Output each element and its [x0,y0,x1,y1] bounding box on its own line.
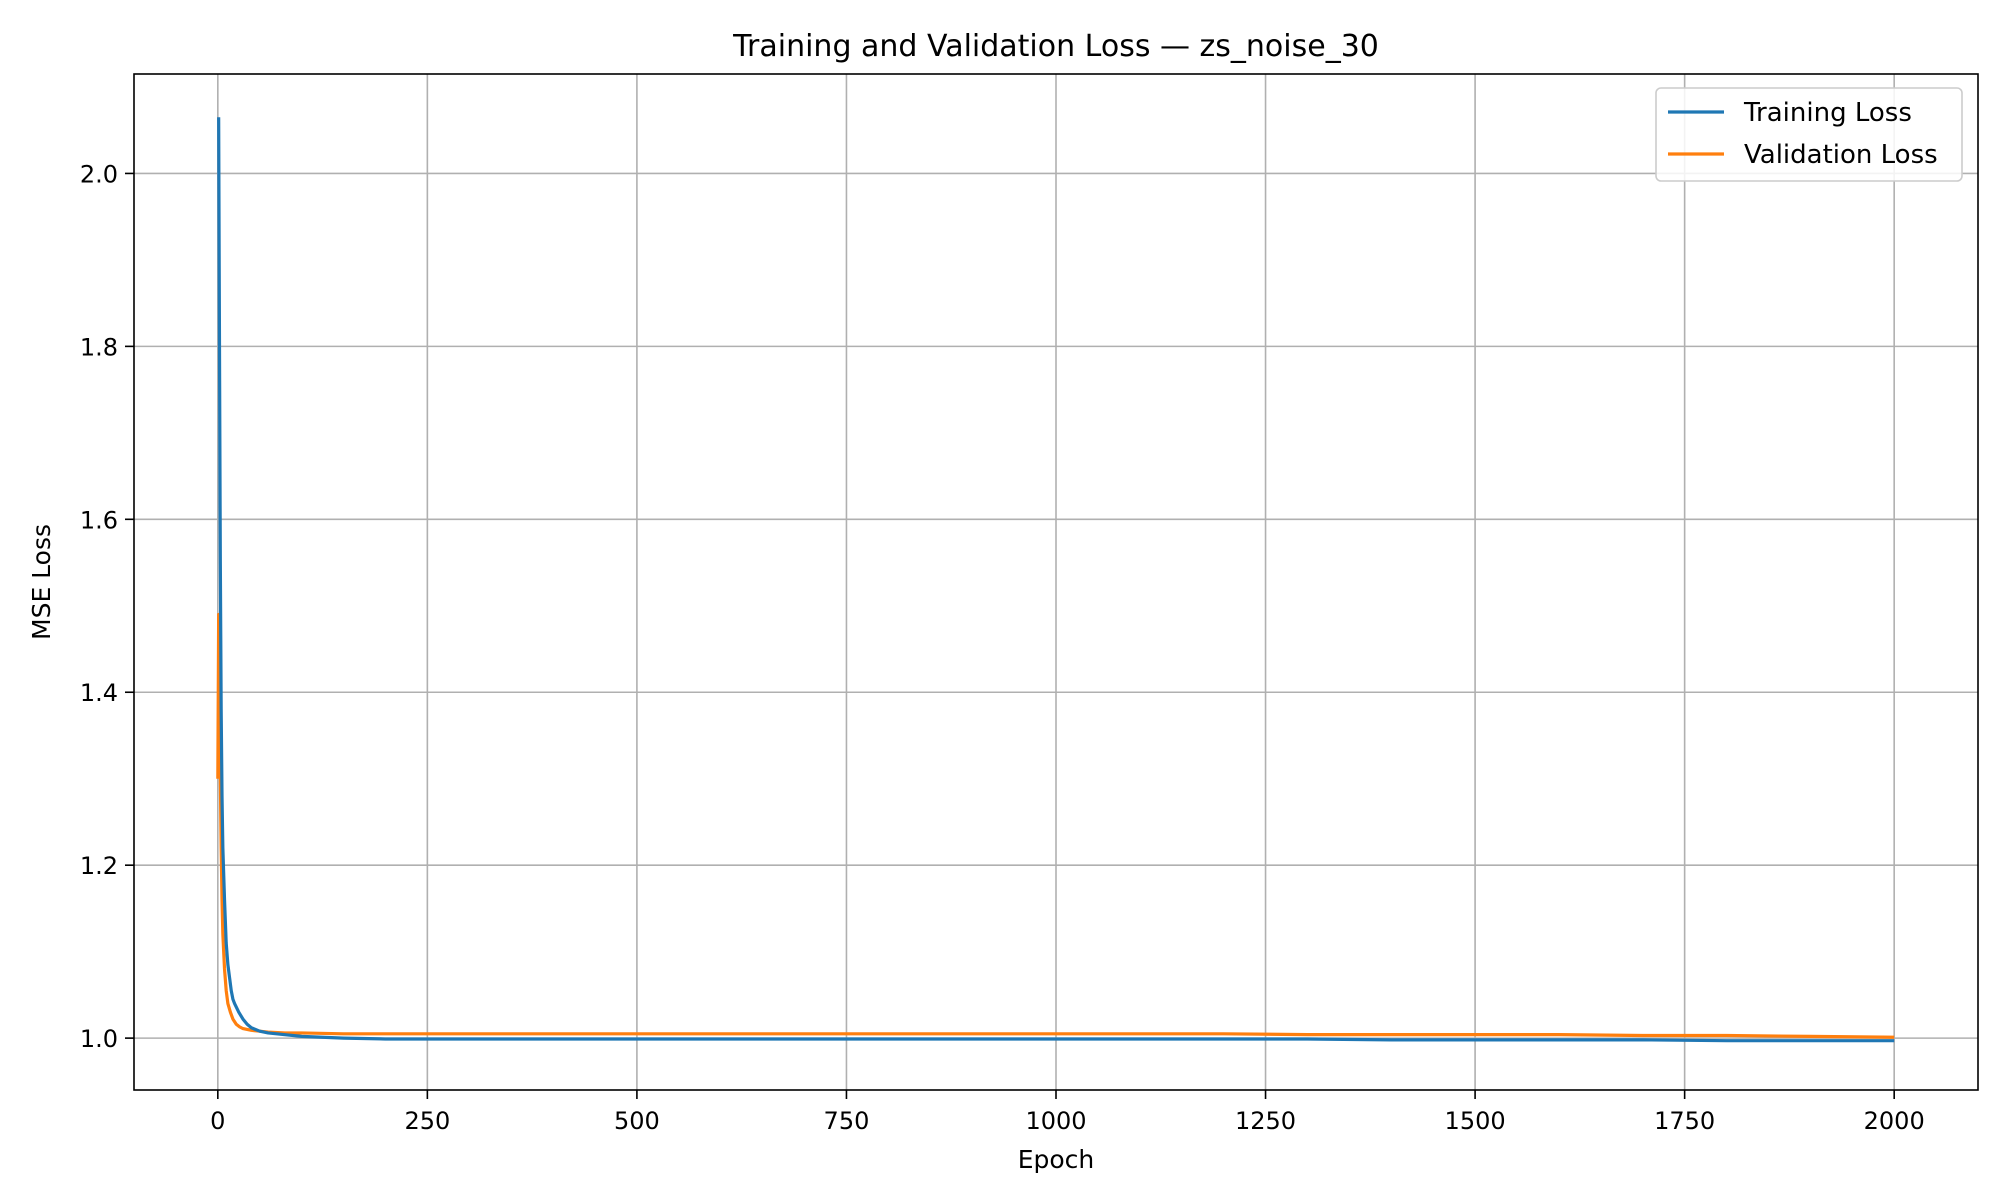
y-tick-label: 1.4 [80,679,118,707]
legend-label-validation-loss: Validation Loss [1744,140,1938,170]
series-line-training-loss [217,117,1895,1043]
axis-ticks: 0 250 500 750 1000 1250 1500 1750 2000 1.0 1.2 1.4 1… [80,160,1925,1135]
y-tick-label: 1.8 [80,333,118,361]
x-tick-label: 500 [614,1107,660,1135]
x-tick-label: 250 [404,1107,450,1135]
series-group [216,117,1895,1043]
x-tick-label: 750 [824,1107,870,1135]
series-line-validation-loss [216,612,1895,1039]
x-tick-label: 1750 [1654,1107,1715,1135]
chart-title: Training and Validation Loss — zs_noise_… [732,29,1379,64]
x-tick-label: 1500 [1445,1107,1506,1135]
x-tick-label: 2000 [1864,1107,1925,1135]
y-axis-label: MSE Loss [27,524,56,640]
x-tick-label: 0 [210,1107,225,1135]
y-tick-label: 1.0 [80,1025,118,1053]
y-tick-label: 1.6 [80,506,118,534]
x-axis-label: Epoch [1018,1145,1095,1174]
legend-label-training-loss: Training Loss [1743,98,1912,128]
y-tick-label: 2.0 [80,160,118,188]
legend: Training Loss Validation Loss [1655,87,1963,182]
x-tick-label: 1250 [1235,1107,1296,1135]
y-tick-label: 1.2 [80,852,118,880]
legend-box [1655,87,1963,182]
x-tick-label: 1000 [1025,1107,1086,1135]
